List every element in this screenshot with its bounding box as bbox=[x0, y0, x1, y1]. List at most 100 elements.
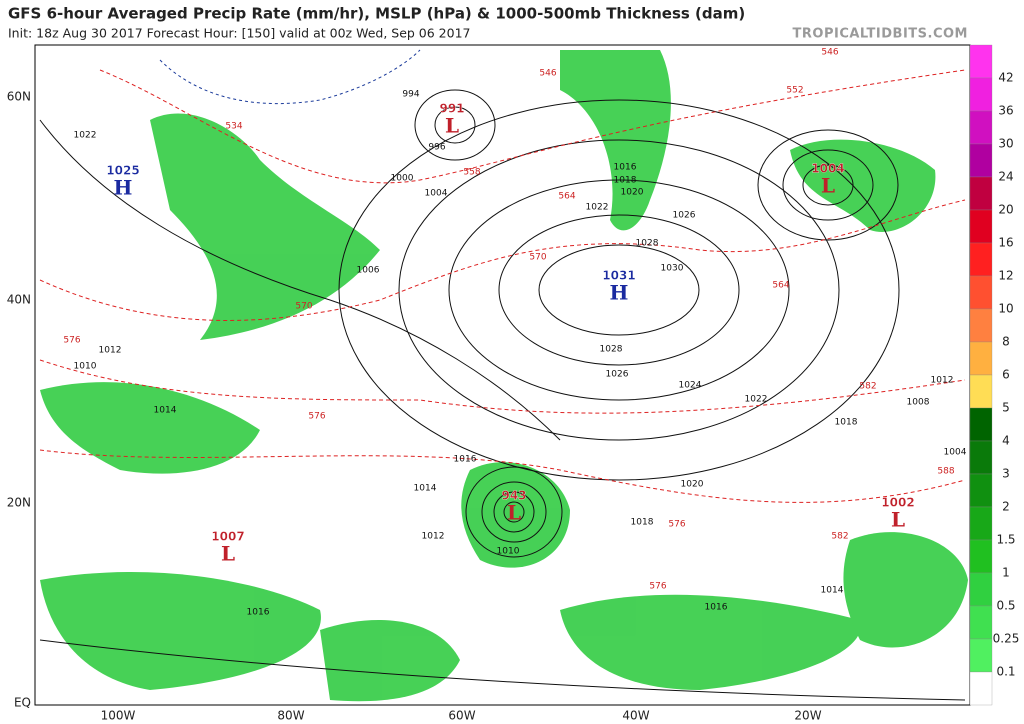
thickness-label: 576 bbox=[649, 582, 666, 592]
lat-label: 20N bbox=[7, 496, 31, 510]
colorbar-label: 36 bbox=[998, 104, 1013, 118]
colorbar-cell bbox=[969, 638, 993, 673]
isobar-label: 1012 bbox=[931, 376, 954, 386]
thickness-label: 576 bbox=[63, 336, 80, 346]
isobar-label: 1018 bbox=[631, 518, 654, 528]
isobar-label: 994 bbox=[402, 90, 419, 100]
colorbar-label: 0.5 bbox=[996, 599, 1015, 613]
colorbar-cell bbox=[969, 341, 993, 376]
center-letter: L bbox=[221, 542, 235, 566]
colorbar-label: 0.1 bbox=[996, 665, 1015, 679]
center-letter: L bbox=[445, 114, 459, 138]
center-value: 1002 bbox=[881, 496, 914, 510]
colorbar-label: 6 bbox=[1002, 368, 1010, 382]
isobar-label: 1022 bbox=[745, 395, 768, 405]
colorbar-cell bbox=[969, 605, 993, 640]
colorbar-label: 24 bbox=[998, 170, 1013, 184]
colorbar-cell bbox=[969, 473, 993, 508]
colorbar-label: 0.25 bbox=[993, 632, 1020, 646]
isobar-label: 1008 bbox=[907, 398, 930, 408]
isobar-label: 996 bbox=[428, 143, 445, 153]
colorbar-cell bbox=[969, 308, 993, 343]
colorbar-label: 16 bbox=[998, 236, 1013, 250]
isobar-label: 1024 bbox=[679, 381, 702, 391]
thickness-label: 546 bbox=[821, 48, 838, 58]
thickness-label: 576 bbox=[308, 412, 325, 422]
thickness-label: 570 bbox=[295, 302, 312, 312]
center-letter: L bbox=[821, 174, 835, 198]
colorbar-label: 20 bbox=[998, 203, 1013, 217]
colorbar-label: 4 bbox=[1002, 434, 1010, 448]
isobar-label: 1026 bbox=[673, 211, 696, 221]
center-letter: L bbox=[507, 501, 521, 525]
isobar-label: 1006 bbox=[357, 266, 380, 276]
isobar-label: 1022 bbox=[74, 131, 97, 141]
subtitle: Init: 18z Aug 30 2017 Forecast Hour: [15… bbox=[8, 26, 471, 41]
isobar-label: 1004 bbox=[425, 189, 448, 199]
colorbar-label: 42 bbox=[998, 71, 1013, 85]
isobar-label: 1010 bbox=[74, 362, 97, 372]
colorbar-cell bbox=[969, 539, 993, 574]
lat-label: 40N bbox=[7, 293, 31, 307]
colorbar-label: 3 bbox=[1002, 467, 1010, 481]
thickness-label: 570 bbox=[529, 253, 546, 263]
center-value: 1004 bbox=[811, 162, 844, 176]
isobar-label: 1030 bbox=[661, 264, 684, 274]
isobar-label: 1018 bbox=[835, 418, 858, 428]
thickness-label: 534 bbox=[225, 122, 242, 132]
lon-label: 80W bbox=[277, 709, 304, 723]
isobar-label: 1000 bbox=[391, 174, 414, 184]
map-area bbox=[34, 44, 971, 706]
thickness-label: 552 bbox=[786, 86, 803, 96]
thickness-label: 582 bbox=[859, 382, 876, 392]
isobar-label: 1014 bbox=[821, 586, 844, 596]
colorbar-cell bbox=[969, 143, 993, 178]
isobar-label: 1022 bbox=[586, 203, 609, 213]
center-value: 1007 bbox=[211, 530, 244, 544]
center-letter: L bbox=[891, 508, 905, 532]
center-letter: H bbox=[610, 281, 629, 305]
title: GFS 6-hour Averaged Precip Rate (mm/hr),… bbox=[8, 5, 745, 23]
thickness-label: 582 bbox=[831, 532, 848, 542]
isobar-label: 1016 bbox=[614, 163, 637, 173]
center-value: 943 bbox=[501, 489, 526, 503]
isobar-label: 1026 bbox=[606, 370, 629, 380]
colorbar-label: 5 bbox=[1002, 401, 1010, 415]
thickness-label: 546 bbox=[539, 69, 556, 79]
colorbar-label: 2 bbox=[1002, 500, 1010, 514]
thickness-label: 588 bbox=[937, 467, 954, 477]
center-value: 1025 bbox=[106, 164, 139, 178]
isobar-label: 1014 bbox=[414, 484, 437, 494]
colorbar-label: 10 bbox=[998, 302, 1013, 316]
lon-label: 60W bbox=[448, 709, 475, 723]
colorbar-label: 8 bbox=[1002, 335, 1010, 349]
isobar-label: 1020 bbox=[621, 188, 644, 198]
center-letter: H bbox=[114, 176, 133, 200]
isobar-label: 1016 bbox=[705, 603, 728, 613]
colorbar-cell bbox=[969, 407, 993, 442]
thickness-label: 564 bbox=[558, 192, 575, 202]
thickness-label: 558 bbox=[463, 168, 480, 178]
isobar-label: 1016 bbox=[454, 455, 477, 465]
isobar-label: 1018 bbox=[614, 176, 637, 186]
colorbar-cell bbox=[969, 374, 993, 409]
colorbar-cell bbox=[969, 440, 993, 475]
colorbar-cell bbox=[969, 209, 993, 244]
colorbar-label: 1.5 bbox=[996, 533, 1015, 547]
isobar-label: 1020 bbox=[681, 480, 704, 490]
isobar-label: 1014 bbox=[154, 406, 177, 416]
isobar-label: 1004 bbox=[944, 448, 967, 458]
lon-label: 20W bbox=[794, 709, 821, 723]
isobar-label: 1010 bbox=[497, 547, 520, 557]
colorbar-label: 1 bbox=[1002, 566, 1010, 580]
credit: TROPICALTIDBITS.COM bbox=[793, 27, 968, 42]
lon-label: 40W bbox=[622, 709, 649, 723]
isobar-label: 1016 bbox=[247, 608, 270, 618]
colorbar-cell bbox=[969, 77, 993, 112]
isobar-label: 1012 bbox=[422, 532, 445, 542]
colorbar-cell bbox=[969, 572, 993, 607]
colorbar-cell bbox=[969, 275, 993, 310]
colorbar-cell bbox=[969, 671, 993, 706]
